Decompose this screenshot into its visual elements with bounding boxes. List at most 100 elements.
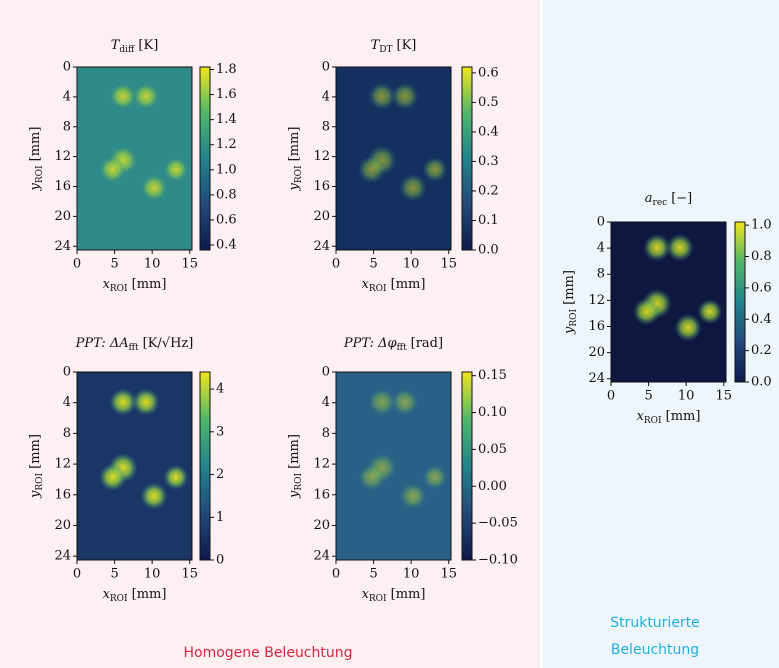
colorbar [462, 67, 472, 250]
y-tick-label: 8 [322, 119, 330, 134]
subscript: ROI [569, 308, 579, 326]
hot-spot [358, 463, 386, 491]
y-tick-label: 4 [322, 89, 330, 104]
unit: [K] [397, 38, 417, 53]
x-tick-label: 10 [403, 257, 420, 272]
colorbar-tick-label: 0.3 [478, 154, 499, 169]
colorbar-tick-label: 1.4 [216, 112, 237, 127]
caption-left: Homogene Beleuchtung [183, 645, 352, 661]
colorbar-tick-label: 0.6 [478, 65, 499, 80]
figure: Homogene Beleuchtung Strukturierte Beleu… [0, 0, 779, 668]
colorbar-tick-label: −0.05 [478, 516, 518, 531]
subscript: ROI [644, 416, 662, 426]
y-tick-label: 0 [597, 215, 605, 230]
y-tick-label: 8 [597, 267, 605, 282]
x-tick-label: 15 [440, 257, 457, 272]
caption-right: Beleuchtung [611, 642, 699, 658]
colorbar-tick-label: 0.4 [751, 312, 772, 327]
hot-spot [666, 234, 694, 262]
x-tick-label: 5 [644, 389, 652, 404]
y-tick-label: 8 [63, 426, 71, 441]
hot-spot [99, 156, 127, 184]
colorbar-tick-label: 0.00 [478, 479, 507, 494]
y-tick-label: 16 [54, 179, 71, 194]
colorbar-tick-label: 0.6 [751, 280, 772, 295]
colorbar [200, 67, 210, 250]
colorbar-tick-label: 3 [216, 424, 224, 439]
hot-spot [358, 156, 386, 184]
colorbar-tick-label: 0.2 [751, 343, 772, 358]
colorbar-tick-label: 0.4 [478, 124, 499, 139]
y-tick-label: 16 [54, 487, 71, 502]
colorbar-tick-label: −0.10 [478, 553, 518, 568]
colorbar-tick-label: 1.0 [216, 162, 237, 177]
hot-spot [633, 298, 661, 326]
hot-spot [399, 482, 427, 510]
colorbar-tick-label: 0.5 [478, 95, 499, 110]
hot-spot [163, 157, 188, 182]
subscript: diff [119, 45, 135, 55]
hot-spot [99, 463, 127, 491]
unit: [K/√Hz] [143, 336, 194, 351]
colorbar-tick-label: 2 [216, 467, 224, 482]
x-tick-label: 5 [369, 567, 377, 582]
unit: [mm] [28, 127, 43, 162]
colorbar-tick-label: 0 [216, 553, 224, 568]
y-tick-label: 16 [313, 179, 330, 194]
colorbar-tick-label: 0.05 [478, 442, 507, 457]
hot-spot [697, 299, 722, 324]
y-tick-label: 4 [63, 395, 71, 410]
unit: [mm] [391, 587, 426, 602]
y-tick-label: 20 [313, 518, 330, 533]
x-tick-label: 15 [715, 389, 732, 404]
y-tick-label: 12 [54, 149, 71, 164]
subscript: fft [129, 343, 139, 353]
x-tick-label: 5 [110, 257, 118, 272]
colorbar [462, 372, 472, 560]
x-tick-label: 0 [607, 389, 615, 404]
x-tick-label: 10 [678, 389, 695, 404]
unit: [mm] [562, 270, 577, 305]
x-tick-label: 0 [332, 257, 340, 272]
y-tick-label: 0 [322, 365, 330, 380]
y-tick-label: 4 [597, 241, 605, 256]
unit: [K] [138, 38, 158, 53]
y-tick-label: 24 [313, 549, 330, 564]
hot-spot [140, 174, 168, 202]
hot-spot [674, 314, 702, 342]
subscript: ROI [35, 165, 45, 183]
unit: [mm] [132, 277, 167, 292]
y-tick-label: 8 [322, 426, 330, 441]
colorbar-tick-label: 0.8 [751, 249, 772, 264]
y-tick-label: 8 [63, 119, 71, 134]
y-tick-label: 24 [54, 239, 71, 254]
colorbar-tick-label: 1.0 [751, 218, 772, 233]
colorbar-tick-label: 0.10 [478, 405, 507, 420]
y-tick-label: 4 [322, 395, 330, 410]
colorbar [200, 372, 210, 560]
y-tick-label: 16 [588, 319, 605, 334]
page: Homogene Beleuchtung Strukturierte Beleu… [0, 0, 779, 668]
colorbar-tick-label: 0.0 [478, 243, 499, 258]
y-tick-label: 20 [313, 209, 330, 224]
y-tick-label: 12 [313, 149, 330, 164]
colorbar-tick-label: 1 [216, 510, 224, 525]
unit: [mm] [287, 127, 302, 162]
subscript: ROI [369, 284, 387, 294]
y-tick-label: 12 [313, 457, 330, 472]
x-tick-label: 10 [403, 567, 420, 582]
hot-spot [132, 82, 160, 110]
y-tick-label: 16 [313, 487, 330, 502]
x-tick-label: 0 [73, 567, 81, 582]
hot-spot [399, 174, 427, 202]
y-tick-label: 24 [313, 239, 330, 254]
unit: [rad] [411, 336, 443, 351]
colorbar-tick-label: 0.2 [478, 183, 499, 198]
colorbar-tick-label: 0.15 [478, 368, 507, 383]
x-tick-label: 5 [110, 567, 118, 582]
x-tick-label: 0 [332, 567, 340, 582]
unit: [mm] [287, 434, 302, 469]
x-tick-label: 5 [369, 257, 377, 272]
subscript: fft [397, 343, 407, 353]
panel-title: PPT: Δφfft[rad] [343, 336, 443, 353]
